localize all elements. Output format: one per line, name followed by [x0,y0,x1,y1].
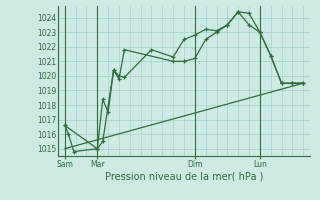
X-axis label: Pression niveau de la mer( hPa ): Pression niveau de la mer( hPa ) [105,172,263,182]
